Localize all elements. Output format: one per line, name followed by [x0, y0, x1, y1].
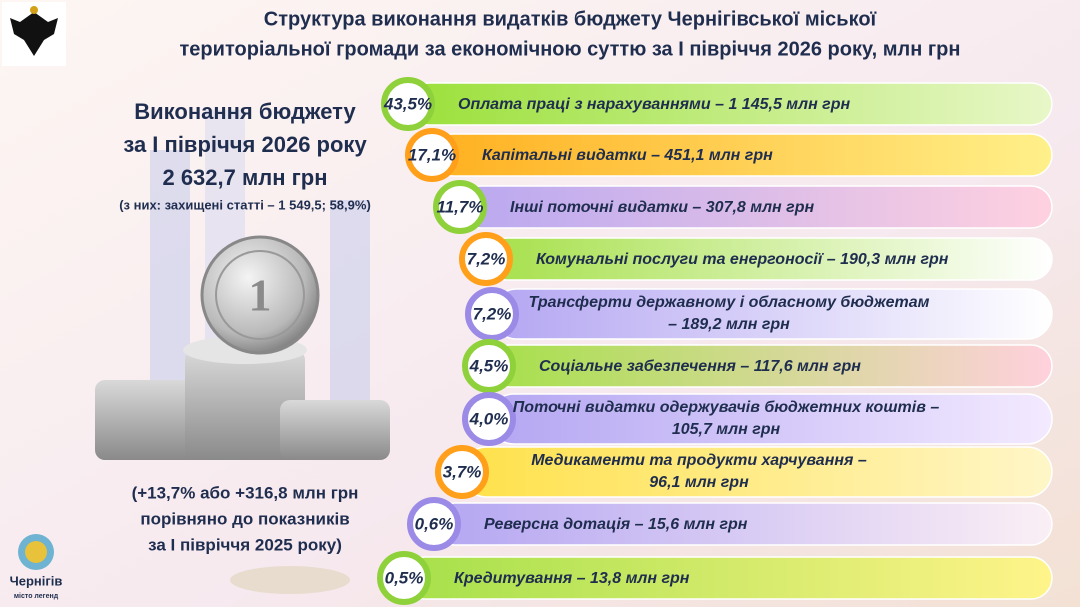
coat-of-arms	[2, 2, 66, 66]
percent-badge	[435, 445, 489, 499]
item-percent: 11,7%	[437, 197, 484, 216]
item-text: Трансферти державному і обласному бюджет…	[529, 294, 930, 311]
item-percent: 4,5%	[469, 356, 509, 375]
percent-badge	[459, 232, 513, 286]
svg-text:1: 1	[249, 270, 272, 321]
item-text: 105,7 млн грн	[672, 421, 781, 438]
item-percent: 17,1%	[408, 145, 456, 164]
item-text: Реверсна дотація – 15,6 млн грн	[484, 516, 748, 533]
item-text: Медикаменти та продукти харчування –	[531, 452, 867, 469]
item-text: Інші поточні видатки – 307,8 млн грн	[510, 199, 814, 216]
item-text: – 189,2 млн грн	[668, 316, 790, 333]
percent-badge	[405, 128, 459, 182]
summary-note: (з них: захищені статті – 1 549,5; 58,9%…	[119, 197, 371, 212]
item-text: Поточні видатки одержувачів бюджетних ко…	[513, 399, 940, 416]
title-line: територіальної громади за економічною су…	[180, 38, 961, 60]
item-text: Комунальні послуги та енергоносії – 190,…	[536, 251, 949, 268]
comparison-line: порівняно до показників	[140, 509, 349, 528]
city-logo: Чернігів місто легенд	[10, 534, 63, 600]
coin-stacks: 1	[95, 235, 390, 594]
logo-name: Чернігів	[10, 573, 63, 588]
item-text: 96,1 млн грн	[649, 474, 749, 491]
logo-tagline: місто легенд	[14, 592, 59, 600]
item-percent: 0,5%	[385, 568, 424, 587]
percent-badge	[462, 339, 516, 393]
percent-badge	[465, 287, 519, 341]
item-text: Кредитування – 13,8 млн грн	[454, 570, 690, 587]
percent-badge	[433, 180, 487, 234]
item-percent: 7,2%	[467, 249, 506, 268]
comparison-line: (+13,7% або +316,8 млн грн	[132, 483, 359, 502]
summary-line: Виконання бюджету	[134, 99, 356, 124]
comparison-line: за І півріччя 2025 року)	[148, 535, 342, 554]
percent-badge	[462, 392, 516, 446]
item-text: Оплата праці з нарахуваннями – 1 145,5 м…	[458, 96, 850, 113]
item-percent: 4,0%	[469, 409, 509, 428]
item-percent: 3,7%	[443, 462, 482, 481]
items-list: 43,5% Оплата праці з нарахуваннями – 1 14…	[377, 77, 1053, 605]
summary-line: 2 632,7 млн грн	[162, 165, 327, 190]
summary-line: за І півріччя 2026 року	[123, 132, 367, 157]
item-percent: 43,5%	[383, 94, 432, 113]
item-percent: 0,6%	[415, 514, 454, 533]
item-text: Соціальне забезпечення – 117,6 млн грн	[539, 358, 861, 375]
percent-badge	[407, 497, 461, 551]
percent-badge	[381, 77, 435, 131]
title-line: Структура виконання видатків бюджету Чер…	[264, 8, 877, 30]
item-percent: 7,2%	[473, 304, 512, 323]
item-text: Капітальні видатки – 451,1 млн грн	[482, 147, 773, 164]
percent-badge	[377, 551, 431, 605]
